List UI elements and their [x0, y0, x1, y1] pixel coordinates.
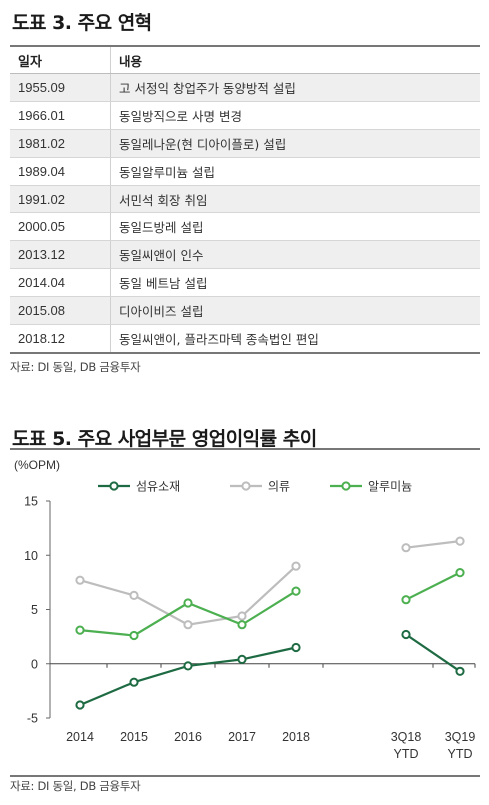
row-date: 2015.08	[10, 296, 111, 326]
row-date: 1966.01	[10, 101, 111, 130]
x-tick-label: 2015	[120, 730, 148, 744]
data-point-2-5	[401, 595, 411, 605]
table-top-rule	[10, 45, 480, 47]
row-content: 디아이비즈 설립	[110, 296, 480, 326]
series-line-0	[79, 646, 297, 707]
series-line-1	[405, 540, 461, 549]
table-row: 1966.01 동일방직으로 사명 변경	[10, 101, 480, 130]
header-date: 일자	[10, 47, 111, 74]
chart-top-rule	[10, 448, 480, 450]
chart-title: 도표 5. 주요 사업부문 영업이익률 추이	[12, 428, 317, 450]
row-content: 동일씨앤이, 플라즈마텍 종속법인 편입	[110, 324, 480, 354]
table-title: 도표 3. 주요 연혁	[12, 12, 152, 34]
data-point-0-6	[455, 666, 465, 676]
header-content: 내용	[110, 47, 480, 74]
row-date: 2013.12	[10, 240, 111, 270]
data-point-2-1	[129, 630, 139, 641]
x-tick-label: 2016	[174, 730, 202, 744]
y-tick-label: 15	[24, 495, 38, 509]
data-point-1-5	[401, 543, 411, 553]
data-point-0-2	[183, 661, 193, 671]
x-tick-label: 2017	[228, 730, 256, 744]
y-tick-label: -5	[27, 712, 38, 726]
table-row: 1981.02 동일레나운(현 디아이플로) 설립	[10, 129, 480, 158]
row-date: 1989.04	[10, 157, 111, 186]
row-content: 동일방직으로 사명 변경	[110, 101, 480, 130]
chart-source: 자료: DI 동일, DB 금융투자	[10, 779, 141, 793]
data-point-1-3	[237, 611, 247, 621]
legend-label-0: 섬유소재	[136, 480, 180, 494]
table-body: 1955.09 고 서정익 창업주가 동양방적 설립 1966.01 동일방직으로 사…	[10, 73, 480, 354]
x-tick-label: 2018	[282, 730, 310, 744]
row-date: 1981.02	[10, 129, 111, 158]
data-point-1-1	[129, 590, 139, 600]
table-row: 2018.12 동일씨앤이, 플라즈마텍 종속법인 편입	[10, 324, 480, 354]
data-point-2-3	[237, 620, 247, 630]
x-tick-label: 3Q18	[391, 730, 422, 744]
row-content: 서민석 회장 취임	[110, 185, 480, 214]
series-line-2	[405, 571, 461, 601]
data-point-2-2	[183, 598, 193, 608]
data-point-0-4	[291, 642, 301, 653]
table-header-row: 일자 내용	[10, 47, 480, 74]
series-line-1	[79, 565, 297, 626]
row-content: 동일드방레 설립	[110, 212, 480, 242]
table-row: 1989.04 동일알루미늄 설립	[10, 157, 480, 186]
data-point-1-4	[291, 561, 301, 571]
data-point-2-6	[455, 568, 465, 578]
opm-line-chart: (%OPM) 섬유소재 의류 알루미늄 -5 0 5 10 15 2014 2015 2016 2017…	[14, 458, 476, 761]
legend-label-2: 알루미늄	[368, 480, 412, 494]
data-point-0-1	[129, 677, 139, 687]
row-content: 동일 베트남 설립	[110, 268, 480, 298]
chart-bottom-rule	[10, 775, 480, 777]
data-point-1-0	[75, 575, 85, 585]
row-content: 동일씨앤이 인수	[110, 240, 480, 270]
x-tick-label: YTD	[448, 747, 473, 761]
legend-label-1: 의류	[268, 480, 290, 494]
row-content: 고 서정익 창업주가 동양방적 설립	[110, 73, 480, 102]
table-row: 1991.02 서민석 회장 취임	[10, 185, 480, 214]
data-point-1-6	[455, 536, 465, 546]
row-date: 1991.02	[10, 185, 111, 214]
row-date: 1955.09	[10, 73, 111, 102]
table-row: 2000.05 동일드방레 설립	[10, 212, 480, 242]
table-source: 자료: DI 동일, DB 금융투자	[10, 360, 141, 374]
legend-marker-0	[109, 481, 119, 491]
series-line-0	[405, 633, 461, 673]
data-point-0-0	[75, 700, 85, 710]
x-tick-label: YTD	[394, 747, 419, 761]
data-point-2-4	[291, 586, 301, 596]
legend-marker-2	[341, 481, 351, 491]
x-tick-label: 3Q19	[445, 730, 476, 744]
table-row: 2014.04 동일 베트남 설립	[10, 268, 480, 298]
legend-marker-1	[241, 481, 251, 491]
data-point-0-5	[401, 629, 411, 640]
data-point-2-0	[75, 625, 85, 635]
table-row: 1955.09 고 서정익 창업주가 동양방적 설립	[10, 73, 480, 102]
history-table: 일자 내용 1955.09 고 서정익 창업주가 동양방적 설립 1966.01 동일…	[10, 47, 480, 354]
y-tick-label: 0	[31, 657, 38, 671]
row-content: 동일레나운(현 디아이플로) 설립	[110, 129, 480, 158]
data-point-0-3	[237, 654, 247, 664]
row-content: 동일알루미늄 설립	[110, 157, 480, 186]
y-tick-label: 10	[24, 549, 38, 563]
data-point-1-2	[183, 620, 193, 630]
y-tick-label: 5	[31, 603, 38, 617]
table-row: 2015.08 디아이비즈 설립	[10, 296, 480, 326]
x-tick-label: 2014	[66, 730, 94, 744]
row-date: 2000.05	[10, 212, 111, 242]
row-date: 2018.12	[10, 324, 111, 354]
table-row: 2013.12 동일씨앤이 인수	[10, 240, 480, 270]
row-date: 2014.04	[10, 268, 111, 298]
y-axis-label: (%OPM)	[14, 458, 60, 472]
